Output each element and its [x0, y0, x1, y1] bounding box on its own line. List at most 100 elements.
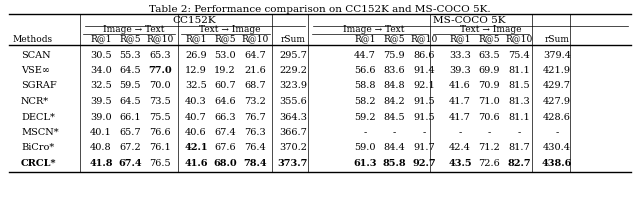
Text: 81.1: 81.1: [508, 66, 530, 75]
Text: Methods: Methods: [13, 34, 53, 44]
Text: 65.3: 65.3: [149, 51, 171, 60]
Text: -: -: [458, 128, 461, 137]
Text: 75.5: 75.5: [149, 112, 171, 121]
Text: DECL*: DECL*: [21, 112, 55, 121]
Text: 355.6: 355.6: [279, 97, 307, 106]
Text: R@5: R@5: [214, 34, 236, 44]
Text: Table 2: Performance comparison on CC152K and MS-COCO 5K.: Table 2: Performance comparison on CC152…: [149, 5, 491, 14]
Text: 40.3: 40.3: [185, 97, 207, 106]
Text: 41.6: 41.6: [449, 82, 471, 90]
Text: 427.9: 427.9: [543, 97, 571, 106]
Text: 70.0: 70.0: [149, 82, 171, 90]
Text: R@10: R@10: [506, 34, 532, 44]
Text: 73.5: 73.5: [149, 97, 171, 106]
Text: 34.0: 34.0: [90, 66, 112, 75]
Text: 39.3: 39.3: [449, 66, 471, 75]
Text: CC152K: CC152K: [172, 17, 216, 26]
Text: 364.3: 364.3: [279, 112, 307, 121]
Text: R@1: R@1: [449, 34, 471, 44]
Text: 59.5: 59.5: [119, 82, 141, 90]
Text: 64.6: 64.6: [214, 97, 236, 106]
Text: R@5: R@5: [478, 34, 500, 44]
Text: 91.5: 91.5: [413, 97, 435, 106]
Text: 81.7: 81.7: [508, 143, 530, 153]
Text: 76.7: 76.7: [244, 112, 266, 121]
Text: 68.7: 68.7: [244, 82, 266, 90]
Text: SCAN: SCAN: [21, 51, 51, 60]
Text: 76.3: 76.3: [244, 128, 266, 137]
Text: 67.6: 67.6: [214, 143, 236, 153]
Text: 61.3: 61.3: [353, 159, 377, 168]
Text: R@1: R@1: [355, 34, 376, 44]
Text: 75.4: 75.4: [508, 51, 530, 60]
Text: 429.7: 429.7: [543, 82, 571, 90]
Text: BiCro*: BiCro*: [21, 143, 54, 153]
Text: 53.0: 53.0: [214, 51, 236, 60]
Text: 41.7: 41.7: [449, 112, 471, 121]
Text: R@1: R@1: [185, 34, 207, 44]
Text: rSum: rSum: [280, 34, 305, 44]
Text: 379.4: 379.4: [543, 51, 571, 60]
Text: 92.7: 92.7: [412, 159, 436, 168]
Text: 229.2: 229.2: [279, 66, 307, 75]
Text: 55.3: 55.3: [119, 51, 141, 60]
Text: 21.6: 21.6: [244, 66, 266, 75]
Text: 76.5: 76.5: [149, 159, 171, 168]
Text: MS-COCO 5K: MS-COCO 5K: [433, 17, 506, 26]
Text: R@10: R@10: [410, 34, 438, 44]
Text: Image → Text: Image → Text: [103, 26, 164, 34]
Text: 84.2: 84.2: [383, 97, 405, 106]
Text: 71.0: 71.0: [478, 97, 500, 106]
Text: 40.6: 40.6: [185, 128, 207, 137]
Text: 72.6: 72.6: [478, 159, 500, 168]
Text: 83.6: 83.6: [383, 66, 405, 75]
Text: 91.4: 91.4: [413, 66, 435, 75]
Text: 70.6: 70.6: [478, 112, 500, 121]
Text: 58.8: 58.8: [355, 82, 376, 90]
Text: 91.7: 91.7: [413, 143, 435, 153]
Text: 12.9: 12.9: [185, 66, 207, 75]
Text: 76.6: 76.6: [149, 128, 171, 137]
Text: 370.2: 370.2: [279, 143, 307, 153]
Text: 67.2: 67.2: [119, 143, 141, 153]
Text: 421.9: 421.9: [543, 66, 571, 75]
Text: 44.7: 44.7: [354, 51, 376, 60]
Text: 39.0: 39.0: [90, 112, 112, 121]
Text: 78.4: 78.4: [243, 159, 267, 168]
Text: 56.6: 56.6: [355, 66, 376, 75]
Text: 59.0: 59.0: [355, 143, 376, 153]
Text: 86.6: 86.6: [413, 51, 435, 60]
Text: 19.2: 19.2: [214, 66, 236, 75]
Text: 73.2: 73.2: [244, 97, 266, 106]
Text: 42.4: 42.4: [449, 143, 471, 153]
Text: Text → Image: Text → Image: [199, 26, 260, 34]
Text: 76.4: 76.4: [244, 143, 266, 153]
Text: -: -: [556, 128, 559, 137]
Text: 69.9: 69.9: [478, 66, 500, 75]
Text: 40.7: 40.7: [185, 112, 207, 121]
Text: 430.4: 430.4: [543, 143, 571, 153]
Text: 67.4: 67.4: [118, 159, 142, 168]
Text: 59.2: 59.2: [354, 112, 376, 121]
Text: 39.5: 39.5: [90, 97, 112, 106]
Text: Text → Image: Text → Image: [460, 26, 522, 34]
Text: 60.7: 60.7: [214, 82, 236, 90]
Text: 41.8: 41.8: [89, 159, 113, 168]
Text: MSCN*: MSCN*: [21, 128, 59, 137]
Text: 40.8: 40.8: [90, 143, 112, 153]
Text: rSum: rSum: [545, 34, 570, 44]
Text: 438.6: 438.6: [542, 159, 572, 168]
Text: 75.9: 75.9: [383, 51, 405, 60]
Text: CRCL*: CRCL*: [21, 159, 56, 168]
Text: -: -: [422, 128, 426, 137]
Text: 43.5: 43.5: [448, 159, 472, 168]
Text: 42.1: 42.1: [184, 143, 208, 153]
Text: R@5: R@5: [383, 34, 405, 44]
Text: 77.0: 77.0: [148, 66, 172, 75]
Text: 32.5: 32.5: [90, 82, 112, 90]
Text: -: -: [517, 128, 520, 137]
Text: 33.3: 33.3: [449, 51, 471, 60]
Text: 366.7: 366.7: [279, 128, 307, 137]
Text: 64.5: 64.5: [119, 66, 141, 75]
Text: 82.7: 82.7: [507, 159, 531, 168]
